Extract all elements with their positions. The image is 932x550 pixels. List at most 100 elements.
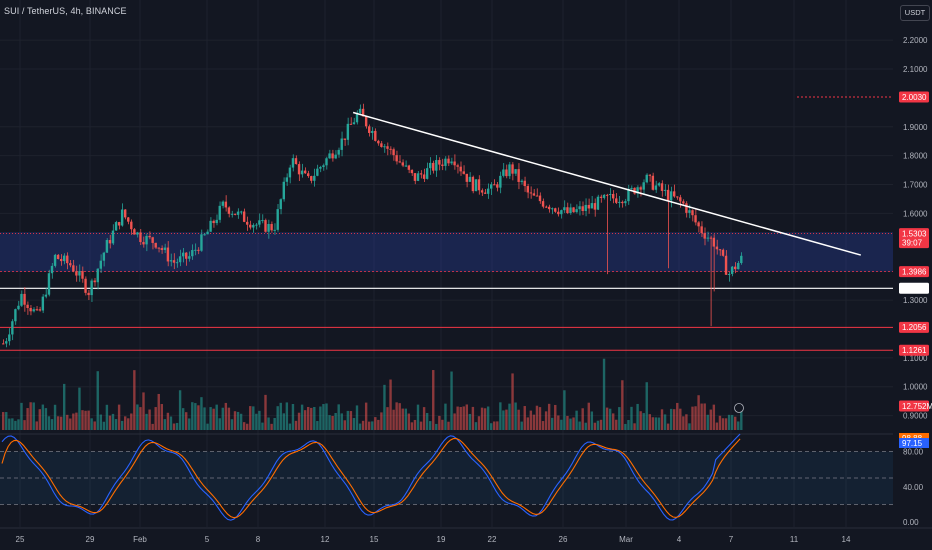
candle-body: [520, 180, 523, 182]
volume-bar: [621, 380, 624, 430]
volume-bar: [715, 422, 719, 430]
candle-body: [557, 211, 560, 215]
candle-body: [96, 268, 99, 283]
candle-body: [358, 108, 362, 113]
candle-body: [148, 235, 151, 238]
volume-bar: [32, 402, 35, 430]
volume-bar: [465, 404, 468, 430]
price-tag-bg: [899, 228, 929, 249]
candle-body: [450, 161, 453, 164]
candle-body: [676, 196, 679, 198]
candle-body: [694, 215, 697, 223]
candle-body: [197, 249, 200, 251]
volume-bar: [700, 403, 703, 430]
volume-bar: [313, 406, 316, 430]
volume-bar: [608, 408, 612, 430]
volume-bar: [145, 413, 148, 430]
volume-bar: [154, 407, 157, 430]
price-tag-bg: [899, 91, 929, 103]
volume-bar: [419, 421, 423, 430]
volume-bar: [178, 390, 182, 430]
trendline[interactable]: [352, 111, 862, 256]
candle-body: [429, 162, 432, 169]
candle-body: [154, 242, 157, 248]
volume-bar: [35, 421, 38, 430]
volume-bar: [480, 407, 484, 430]
volume-bar: [477, 416, 481, 430]
stoch-k-line: [1, 433, 741, 521]
candle-body: [566, 207, 569, 214]
candle-body: [416, 173, 420, 181]
candle-body: [618, 201, 621, 203]
candle-body: [554, 208, 557, 212]
candle-body: [242, 211, 246, 222]
volume-bar: [29, 402, 32, 430]
volume-bar: [41, 404, 45, 430]
candle-body: [456, 165, 459, 167]
candle-body: [547, 206, 551, 210]
candle-body: [435, 160, 438, 171]
demand-zone: [0, 232, 893, 272]
volume-bar: [398, 403, 401, 430]
volume-bar: [93, 421, 96, 430]
candle-body: [38, 309, 41, 311]
price-tick-label: 1.9000: [903, 123, 928, 132]
volume-bar: [136, 404, 139, 430]
volume-bar: [166, 412, 170, 430]
volume-bar: [727, 414, 731, 430]
volume-bar: [267, 417, 270, 430]
volume-bar: [117, 404, 121, 430]
candle-body: [737, 263, 740, 270]
volume-bar: [242, 422, 246, 430]
volume-bar: [547, 403, 551, 430]
volume-bar: [642, 413, 645, 430]
time-tick-label: 29: [86, 535, 95, 544]
candle-body: [706, 237, 709, 239]
price-tag-bg: [899, 344, 929, 356]
time-tick-label: Mar: [619, 535, 633, 544]
time-tick-label: 14: [842, 535, 851, 544]
candle-body: [343, 138, 346, 140]
candle-body: [700, 226, 703, 234]
symbol-title: SUI / TetherUS, 4h, BINANCE: [4, 6, 127, 16]
candle-body: [160, 248, 163, 250]
volume-bar: [337, 404, 340, 430]
volume-bar: [724, 418, 728, 430]
candle-body: [639, 187, 642, 190]
candle-body: [422, 174, 426, 179]
candle-body: [44, 294, 48, 297]
volume-bar: [181, 408, 185, 430]
volume-bar: [47, 416, 51, 430]
volume-bar: [532, 414, 536, 430]
volume-bar: [303, 410, 307, 430]
currency-button[interactable]: USDT: [900, 5, 930, 21]
candle-body: [593, 203, 597, 210]
candle-body: [105, 240, 109, 253]
volume-bar: [584, 422, 587, 430]
candle-body: [587, 204, 590, 209]
candle-body: [368, 126, 371, 133]
volume-bar: [730, 414, 734, 430]
volume-bar: [355, 405, 359, 430]
candle-body: [270, 224, 273, 231]
time-tick-label: 19: [437, 535, 446, 544]
time-axis[interactable]: 25 29 Feb 5 8 12 15 19 22 26 Mar 4 7 11 14: [0, 527, 932, 544]
candle-body: [355, 112, 359, 123]
volume-bar: [87, 410, 90, 430]
candle-body: [175, 262, 179, 264]
candle-body: [14, 309, 17, 322]
candle-body: [23, 293, 26, 305]
candle-body: [560, 210, 563, 215]
candle-body: [209, 220, 212, 232]
volume-bar: [328, 415, 331, 430]
volume-bar: [53, 404, 57, 430]
candle-body: [224, 201, 228, 208]
horizontal-levels: [0, 96, 893, 351]
volume-bar: [572, 417, 575, 430]
candle-body: [319, 166, 322, 169]
volume-bar: [618, 407, 621, 430]
candle-body: [514, 169, 517, 174]
candle-body: [535, 195, 539, 197]
volume-bar: [361, 420, 365, 430]
